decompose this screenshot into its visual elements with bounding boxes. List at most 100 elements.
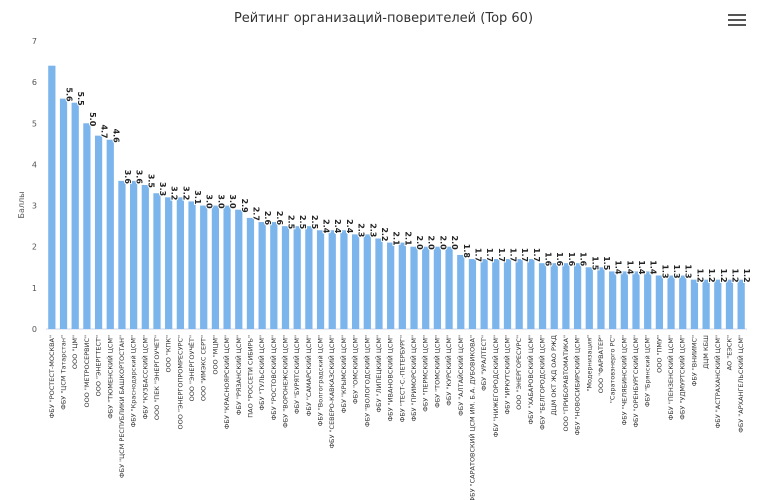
bar[interactable] (165, 197, 173, 329)
bar[interactable] (527, 259, 535, 329)
bar[interactable] (118, 180, 126, 329)
bar[interactable] (632, 271, 640, 329)
bar[interactable] (714, 279, 722, 329)
bar[interactable] (188, 201, 196, 329)
bar[interactable] (200, 205, 208, 329)
bar[interactable] (644, 271, 652, 329)
data-label: 2.1 (392, 231, 401, 246)
category-label: ФБУ "НОВОСИБИРСКИЙ ЦСМ" (573, 335, 582, 435)
bar[interactable] (573, 263, 582, 329)
hamburger-menu-icon[interactable] (728, 12, 746, 28)
bar[interactable] (305, 226, 313, 329)
bar[interactable] (281, 226, 290, 329)
menu-line (728, 14, 746, 16)
data-label: 1.2 (742, 268, 751, 282)
bar[interactable] (609, 271, 617, 329)
bar[interactable] (258, 222, 266, 329)
bar[interactable] (351, 234, 360, 329)
bar[interactable] (515, 259, 523, 329)
category-label: ФБУ "БЕЛГОРОДСКИЙ ЦСМ" (538, 335, 547, 430)
category-label: ФБУ "ИВАНОВСКИЙ ЦСМ" (386, 335, 395, 421)
bar[interactable] (246, 217, 255, 329)
category-label: ФБУ "ПЕНЗЕНСКИЙ ЦСМ" (666, 335, 675, 420)
bar[interactable] (503, 259, 512, 329)
bar[interactable] (457, 254, 465, 329)
bar[interactable] (702, 279, 710, 329)
bar[interactable] (363, 234, 371, 329)
bar[interactable] (585, 267, 593, 329)
bar[interactable] (316, 230, 325, 329)
bar[interactable] (679, 275, 687, 329)
data-label: 1.3 (660, 264, 669, 278)
bar[interactable] (176, 197, 184, 329)
bar[interactable] (410, 246, 418, 329)
bar[interactable] (667, 275, 675, 329)
bar[interactable] (130, 180, 138, 329)
bar[interactable] (445, 246, 453, 329)
data-label: 3.2 (170, 186, 179, 200)
y-tick-label: 0 (32, 325, 37, 334)
bar[interactable] (655, 275, 663, 329)
bar[interactable] (468, 259, 477, 329)
bar[interactable] (106, 139, 114, 329)
bar[interactable] (398, 242, 406, 329)
bar[interactable] (223, 205, 231, 329)
bars (48, 65, 745, 330)
bar[interactable] (83, 123, 91, 330)
bar[interactable] (597, 267, 605, 329)
menu-line (728, 24, 746, 26)
bar[interactable] (492, 259, 500, 329)
bar[interactable] (422, 246, 430, 329)
data-label: 1.6 (544, 252, 553, 267)
bar[interactable] (538, 263, 547, 329)
y-axis-ticks: 0 1 2 3 4 5 6 7 (32, 37, 37, 334)
bar[interactable] (387, 242, 395, 329)
bar[interactable] (153, 193, 161, 329)
bar[interactable] (59, 98, 68, 329)
category-label: ФБУ "НИЖЕГОРОДСКИЙ ЦСМ" (491, 335, 500, 437)
bar[interactable] (328, 230, 336, 329)
category-label: ДЦМ КБШ (702, 335, 710, 369)
category-label: ПАО "РОССЕТИ СИБИРЬ" (246, 335, 254, 418)
bar[interactable] (725, 279, 734, 329)
y-axis-title: Баллы (17, 192, 26, 219)
data-label: 1.2 (719, 268, 728, 282)
data-label: 1.4 (614, 260, 623, 275)
chart-title: Рейтинг организаций-поверителей (Top 60) (233, 11, 534, 26)
data-label: 2.9 (240, 199, 249, 214)
data-label: 5.5 (76, 92, 85, 107)
bar[interactable] (141, 185, 149, 329)
category-label: ФБУ "САМАРСКИЙ ЦСМ" (304, 335, 313, 416)
data-label: 5.6 (65, 87, 74, 102)
bar[interactable] (235, 209, 243, 329)
bar[interactable] (71, 102, 79, 329)
bar[interactable] (690, 279, 699, 329)
bar[interactable] (550, 263, 558, 329)
category-label: ФБУ "БУРЯТСКИЙ ЦСМ" (292, 335, 301, 414)
bar[interactable] (433, 246, 442, 329)
bar[interactable] (480, 259, 488, 329)
data-label: 2.1 (403, 231, 412, 246)
data-labels: 5.6 5.55.04.7 4.63.6 3.6 3.53.3 3.2 3.2 3.1 3.0 3… (64, 86, 753, 283)
bar[interactable] (293, 226, 301, 329)
data-label: 3.3 (158, 182, 167, 196)
bar[interactable] (340, 230, 348, 329)
bar[interactable] (375, 238, 383, 329)
data-label: 1.5 (590, 256, 599, 271)
bar[interactable] (94, 135, 103, 329)
data-label: 2.4 (345, 219, 354, 234)
category-label: ООО "ПРИБОРАВТОМАТИКА" (562, 335, 570, 432)
bar[interactable] (211, 205, 220, 329)
category-label: ФБУ "ЛИПЕЦКИЙ ЦСМ" (374, 335, 383, 412)
bar[interactable] (620, 271, 628, 329)
data-label: 2.4 (333, 219, 342, 234)
bar[interactable] (270, 222, 278, 329)
data-label: 2.7 (251, 207, 260, 221)
category-label: ФБУ "АЛТАЙСКИЙ ЦСМ" (456, 335, 465, 416)
data-label: 1.6 (567, 252, 576, 267)
bar[interactable] (48, 65, 56, 329)
data-label: 1.4 (637, 260, 646, 275)
bar[interactable] (737, 279, 745, 329)
bar[interactable] (562, 263, 570, 329)
data-label: 1.6 (555, 252, 564, 267)
